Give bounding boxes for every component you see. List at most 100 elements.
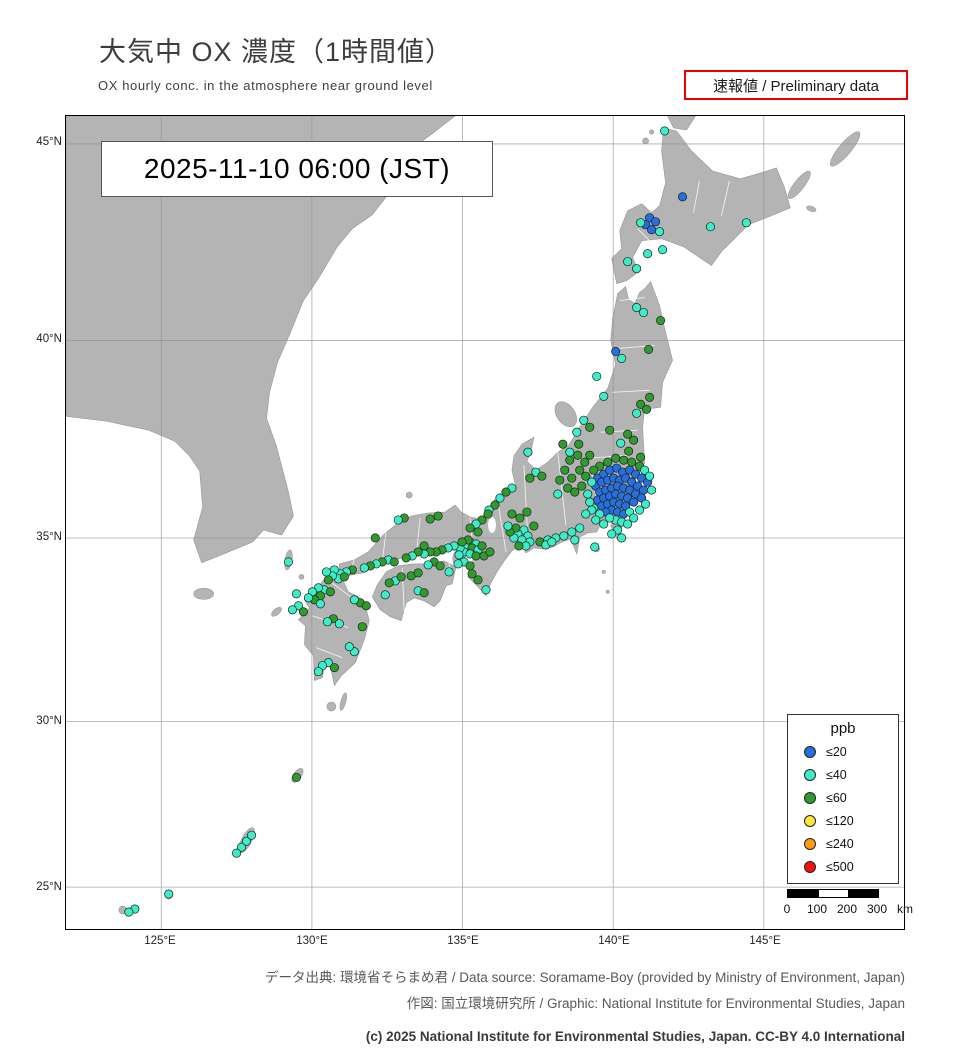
footer-graphic-credit: 作図: 国立環境研究所 / Graphic: National Institut… [406, 996, 905, 1011]
island-izu-chain-2 [605, 589, 610, 594]
station-dot [495, 493, 505, 503]
station-dot [291, 772, 301, 782]
page-subtitle: OX hourly conc. in the atmosphere near g… [98, 78, 433, 93]
station-dot [473, 575, 483, 585]
station-dot [574, 439, 584, 449]
station-dot [321, 567, 331, 577]
station-dot [605, 425, 615, 435]
station-dot [645, 392, 655, 402]
station-dot [623, 429, 633, 439]
station-dot [322, 617, 332, 627]
island-yakushima [326, 701, 337, 712]
legend-swatch-le120 [804, 814, 816, 827]
island-iki [298, 574, 305, 580]
station-dot [639, 485, 649, 495]
station-dot [655, 227, 665, 237]
legend-label: ≤120 [826, 813, 854, 828]
scale-bar-labels: 0 100 200 300 km [784, 902, 917, 916]
lon-label: 145°E [749, 935, 781, 947]
station-dot [644, 344, 654, 354]
station-dot [339, 572, 349, 582]
station-dot [515, 513, 525, 523]
station-dot [232, 848, 242, 858]
station-dot [599, 391, 609, 401]
station-dot [423, 560, 433, 570]
station-dot [577, 481, 587, 491]
station-dot [481, 585, 491, 595]
station-dot [632, 408, 642, 418]
footer-data-source: データ出典: 環境省そらまめ君 / Data source: Soramame-… [265, 970, 905, 985]
station-dot [636, 399, 646, 409]
station-dot [247, 830, 257, 840]
station-dot [547, 537, 557, 547]
station-dot [623, 519, 633, 529]
landmass-hokkaido [611, 127, 791, 284]
station-dot [413, 568, 423, 578]
station-dot [529, 521, 539, 531]
scale-bar: 0 100 200 300 km [784, 889, 917, 925]
lat-label: 30°N [36, 715, 62, 727]
station-dot [465, 523, 475, 533]
station-dot [313, 667, 323, 677]
station-dot [522, 507, 532, 517]
station-dot [507, 509, 517, 519]
station-dot [572, 427, 582, 437]
station-dot [592, 371, 602, 381]
station-dot [640, 465, 650, 475]
station-dot [579, 415, 589, 425]
station-dot [629, 435, 639, 445]
station-dot [632, 264, 642, 274]
island-kunashiri [787, 170, 811, 199]
station-dot [380, 590, 390, 600]
station-dot [619, 455, 629, 465]
station-dot [287, 605, 297, 615]
station-dot [575, 465, 585, 475]
station-dot [344, 642, 354, 652]
lon-label: 125°E [144, 935, 176, 947]
station-dot [581, 509, 591, 519]
station-dot [590, 542, 600, 552]
station-dot [563, 483, 573, 493]
station-dot [503, 521, 513, 531]
station-dot [616, 438, 626, 448]
station-dot [315, 599, 325, 609]
station-dot [585, 450, 595, 460]
legend-swatch-le20 [804, 745, 816, 758]
lat-label: 35°N [36, 531, 62, 543]
legend-swatch-le40 [804, 768, 816, 781]
island-shikotan [806, 205, 817, 212]
station-dot [573, 450, 583, 460]
station-dot [617, 353, 627, 363]
station-dot [567, 527, 577, 537]
station-dot [643, 249, 653, 259]
island-sado [554, 401, 577, 428]
station-dot [525, 473, 535, 483]
legend-swatch-le60 [804, 791, 816, 804]
station-dot [591, 515, 601, 525]
station-dot [617, 533, 627, 543]
station-dot [647, 485, 657, 495]
station-dot [501, 487, 511, 497]
station-dot [629, 497, 639, 507]
station-dot [559, 531, 569, 541]
station-dot [558, 439, 568, 449]
station-dot [565, 455, 575, 465]
station-dot [124, 907, 134, 917]
station-dot [636, 218, 646, 228]
station-dot [639, 307, 649, 318]
legend-entry: ≤240 [788, 832, 898, 855]
japan-map-svg [66, 116, 904, 929]
station-dot [660, 126, 670, 136]
station-dot [242, 836, 252, 846]
island-jeju [193, 588, 214, 600]
station-dot [453, 559, 463, 569]
station-dot [465, 561, 475, 571]
station-dot [349, 595, 359, 605]
prefecture-borders [312, 180, 730, 659]
station-dot [444, 567, 454, 577]
timestamp-box: 2025-11-10 06:00 (JST) [101, 141, 493, 197]
station-dot [389, 557, 399, 567]
legend-label: ≤40 [826, 767, 847, 782]
station-dot [580, 457, 590, 467]
station-dot [642, 404, 652, 414]
